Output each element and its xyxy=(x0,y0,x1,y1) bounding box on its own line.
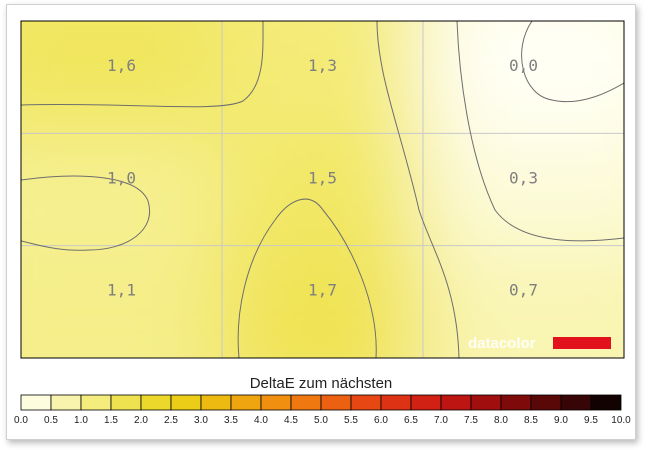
contour-line xyxy=(521,21,624,102)
scale-tick-label: 1.0 xyxy=(74,415,88,426)
grid-lines xyxy=(21,21,624,358)
scale-swatch xyxy=(380,394,412,411)
watermark-text: datacolor xyxy=(468,335,536,352)
color-scale-swatches xyxy=(20,394,622,411)
scale-tick-label: 9.5 xyxy=(584,415,598,426)
contour-line xyxy=(21,175,151,251)
scale-swatch xyxy=(560,394,592,411)
heat-cell xyxy=(423,245,624,358)
cell-value-label: 1,3 xyxy=(308,56,337,75)
heat-field xyxy=(21,21,624,358)
cell-value-label: 1,1 xyxy=(107,281,136,300)
scale-tick-label: 5.0 xyxy=(314,415,328,426)
scale-tick-label: 10.0 xyxy=(611,415,631,426)
scale-swatch xyxy=(530,394,562,411)
scale-tick-label: 0.0 xyxy=(14,415,28,426)
scale-tick-label: 2.5 xyxy=(164,415,178,426)
heat-cell xyxy=(222,21,423,134)
heat-cell xyxy=(21,133,222,246)
scale-tick-label: 5.5 xyxy=(344,415,358,426)
scale-swatch xyxy=(590,394,622,411)
contour-lines xyxy=(21,21,624,358)
contour-line xyxy=(456,21,624,242)
scale-tick-label: 7.5 xyxy=(464,415,478,426)
scale-swatch xyxy=(410,394,442,411)
scale-swatch xyxy=(20,394,52,411)
scale-swatch xyxy=(80,394,112,411)
contour-line xyxy=(237,198,377,358)
deltae-heatmap-chart: 1,6 1,3 0,0 1,0 1,5 0,3 1,1 1,7 0,7 datacolor De… xyxy=(14,20,631,426)
scale-tick-label: 4.5 xyxy=(284,415,298,426)
scale-tick-label: 7.0 xyxy=(434,415,448,426)
color-scale: DeltaE zum nächsten 0.0 0.5 1.0 1.5 2.0 2.5 3.… xyxy=(14,375,631,426)
heat-cell xyxy=(423,133,624,246)
scale-tick-label: 2.0 xyxy=(134,415,148,426)
cell-value-label: 0,7 xyxy=(509,281,538,300)
plot-border xyxy=(20,20,625,359)
scale-swatch xyxy=(140,394,172,411)
heat-cell xyxy=(222,245,423,358)
cell-value-label: 0,0 xyxy=(509,56,538,75)
scale-tick-label: 3.5 xyxy=(224,415,238,426)
scale-swatch xyxy=(500,394,532,411)
cell-value-label: 1,6 xyxy=(107,56,136,75)
cell-labels: 1,6 1,3 0,0 1,0 1,5 0,3 1,1 1,7 0,7 xyxy=(107,56,538,300)
scale-tick-label: 6.5 xyxy=(404,415,418,426)
scale-swatch xyxy=(260,394,292,411)
contour-line xyxy=(376,21,460,358)
chart-frame: 1,6 1,3 0,0 1,0 1,5 0,3 1,1 1,7 0,7 datacolor De… xyxy=(6,4,636,440)
scale-swatch xyxy=(50,394,82,411)
color-scale-title: DeltaE zum nächsten xyxy=(250,375,393,392)
scale-tick-label: 1.5 xyxy=(104,415,118,426)
heat-cell xyxy=(21,21,222,134)
scale-swatch xyxy=(470,394,502,411)
scale-swatch xyxy=(350,394,382,411)
heat-cell xyxy=(222,133,423,246)
scale-swatch xyxy=(200,394,232,411)
scale-tick-label: 0.5 xyxy=(44,415,58,426)
scale-swatch xyxy=(290,394,322,411)
cell-value-label: 0,3 xyxy=(509,168,538,187)
scale-tick-label: 8.0 xyxy=(494,415,508,426)
plot-area: 1,6 1,3 0,0 1,0 1,5 0,3 1,1 1,7 0,7 datacolor xyxy=(20,20,625,359)
scale-tick-label: 4.0 xyxy=(254,415,268,426)
cell-value-label: 1,7 xyxy=(308,281,337,300)
watermark-bar xyxy=(553,337,611,349)
contour-line xyxy=(21,21,264,108)
cell-value-label: 1,5 xyxy=(308,168,337,187)
scale-tick-label: 8.5 xyxy=(524,415,538,426)
scale-swatch xyxy=(110,394,142,411)
scale-tick-label: 9.0 xyxy=(554,415,568,426)
datacolor-watermark: datacolor xyxy=(468,335,611,352)
scale-tick-label: 6.0 xyxy=(374,415,388,426)
scale-tick-label: 3.0 xyxy=(194,415,208,426)
cell-value-label: 1,0 xyxy=(107,168,136,187)
color-scale-ticks: 0.0 0.5 1.0 1.5 2.0 2.5 3.0 3.5 4.0 4.5 5.0 5.5 6.0 6… xyxy=(14,415,631,426)
heat-cell xyxy=(21,245,222,358)
scale-swatch xyxy=(230,394,262,411)
scale-swatch xyxy=(320,394,352,411)
scale-swatch xyxy=(170,394,202,411)
scale-swatch xyxy=(440,394,472,411)
